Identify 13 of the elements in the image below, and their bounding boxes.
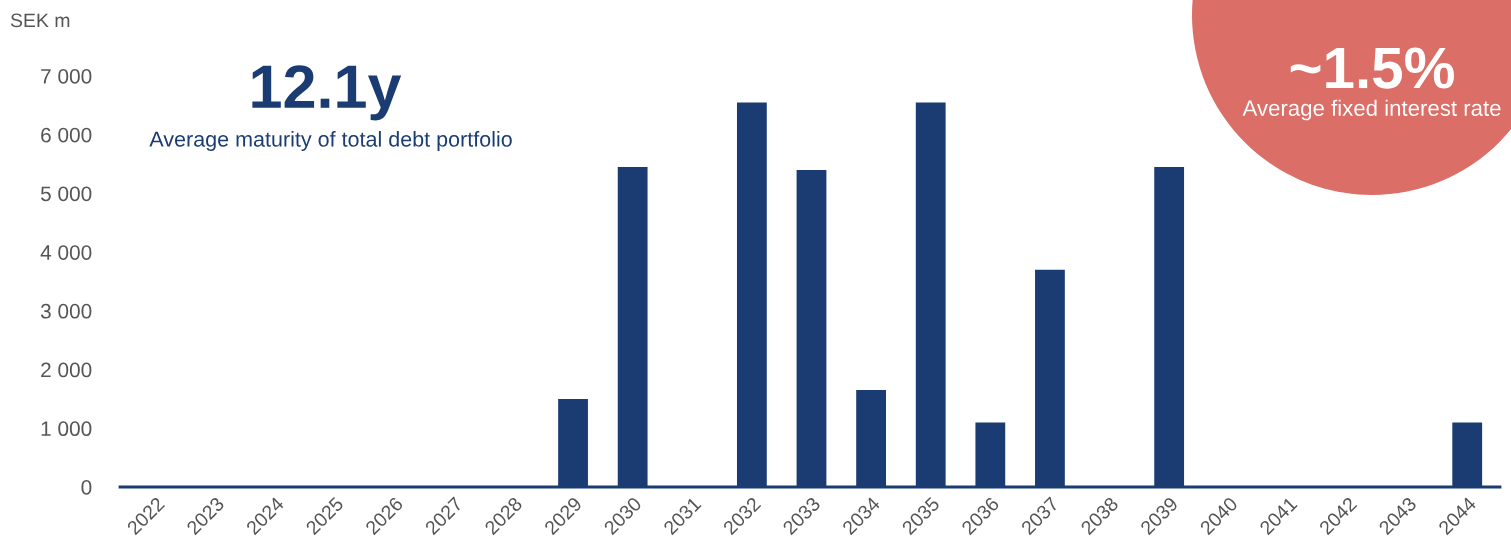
y-axis-title: SEK m xyxy=(10,13,70,28)
y-tick-label: 5 000 xyxy=(40,186,92,202)
y-tick-label: 2 000 xyxy=(41,362,92,378)
annotation: Average fixed interest rate xyxy=(1242,99,1501,121)
annotation: 12.1y xyxy=(252,65,402,121)
y-tick-label: 7 000 xyxy=(41,69,92,84)
y-tick-label: 4 000 xyxy=(40,245,92,260)
annotation: ~1.5% xyxy=(1290,47,1454,89)
y-tick-label: 3 000 xyxy=(40,303,92,319)
y-tick-label: 0 xyxy=(81,480,92,495)
y-tick-label: 1 000 xyxy=(41,421,92,437)
y-tick-label: 6 000 xyxy=(41,127,92,143)
annotation: Average maturity of total debt portfolio xyxy=(149,130,512,152)
